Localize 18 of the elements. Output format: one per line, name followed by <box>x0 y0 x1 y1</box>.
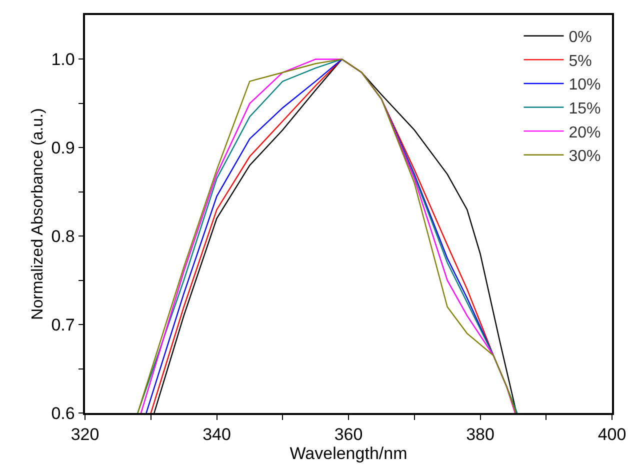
y-axis-title: Normalized Absorbance (a.u.) <box>30 108 47 320</box>
x-tick-label: 340 <box>202 425 231 444</box>
x-tick-label: 320 <box>70 425 100 444</box>
x-tick-label: 400 <box>598 425 626 444</box>
legend-label: 15% <box>568 100 601 118</box>
x-tick-label: 360 <box>334 425 363 444</box>
legend-label: 10% <box>568 76 601 94</box>
y-tick-label: 0.8 <box>51 227 75 246</box>
legend-label: 30% <box>568 148 601 166</box>
y-tick-label: 0.6 <box>51 404 75 423</box>
legend-label: 20% <box>568 124 601 142</box>
legend-label: 5% <box>568 52 592 70</box>
y-tick-label: 0.7 <box>51 316 75 335</box>
legend-label: 0% <box>568 29 592 46</box>
y-tick-label: 0.9 <box>51 138 75 158</box>
x-axis-title: Wavelength/nm <box>290 444 408 464</box>
y-tick-label: 1.0 <box>51 50 75 70</box>
x-tick-label: 380 <box>466 425 494 444</box>
